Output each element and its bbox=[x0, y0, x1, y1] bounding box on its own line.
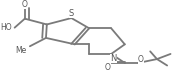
Text: Me: Me bbox=[15, 46, 26, 55]
Text: O: O bbox=[22, 0, 28, 9]
Text: S: S bbox=[69, 9, 74, 18]
Text: N: N bbox=[111, 54, 117, 63]
Text: O: O bbox=[138, 55, 144, 64]
Text: HO: HO bbox=[1, 23, 12, 32]
Text: O: O bbox=[105, 63, 111, 72]
